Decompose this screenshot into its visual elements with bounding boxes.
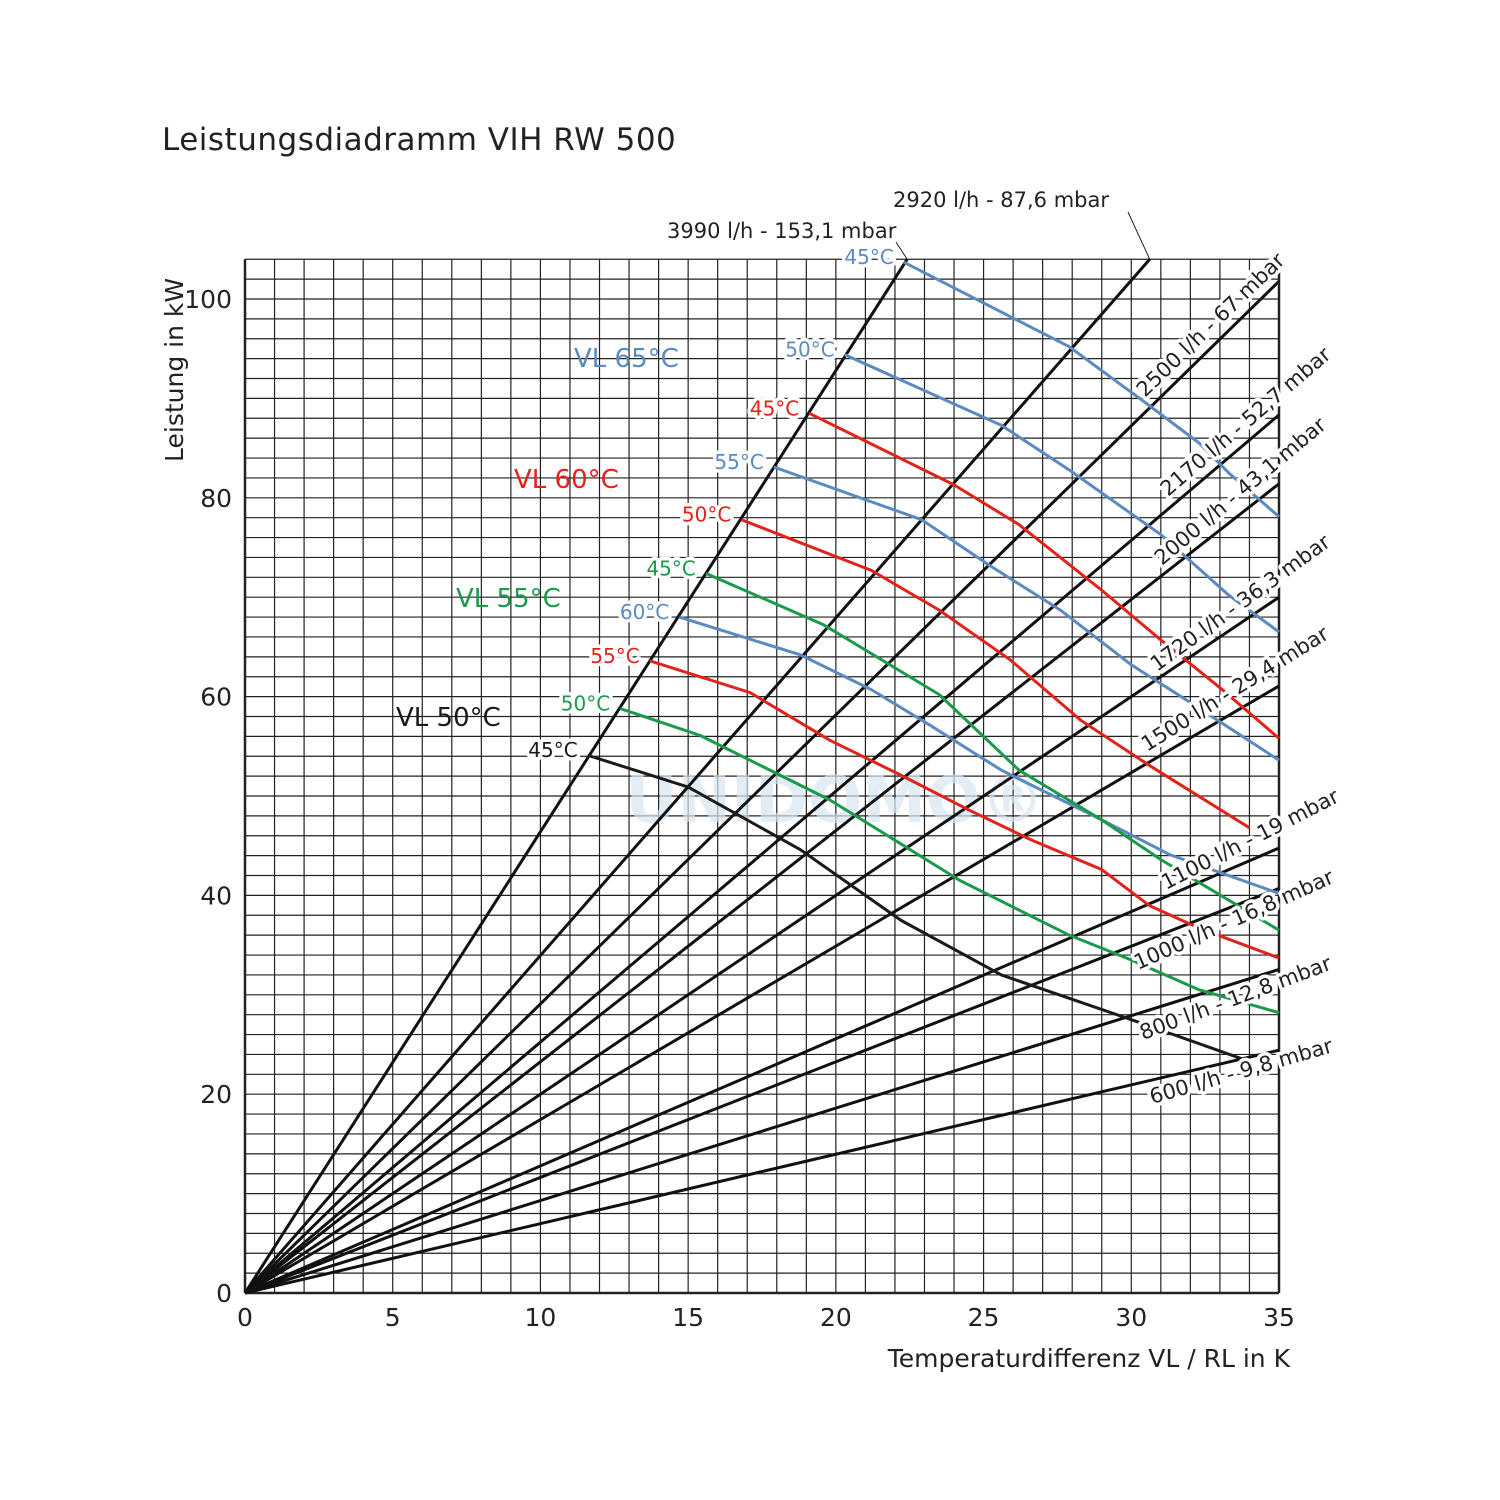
flow-line-label: 2920 l/h - 87,6 mbar	[893, 188, 1109, 212]
power-curve	[678, 615, 1280, 895]
power-curve	[740, 518, 1251, 830]
flow-line-label: 600 l/h - 9,8 mbar	[1147, 1033, 1336, 1108]
flow-line	[244, 1048, 1280, 1295]
x-tick-label: 35	[1263, 1303, 1295, 1332]
flow-line-label: 3990 l/h - 153,1 mbar	[667, 219, 897, 243]
power-curve	[808, 411, 1280, 740]
curve-label: 50°C	[561, 692, 610, 716]
chart-title: Leistungsdiadramm VIH RW 500	[162, 122, 677, 158]
curve-label: 45°C	[646, 556, 695, 580]
flow-line	[243, 258, 909, 1294]
y-axis-label: Leistung in kW	[160, 278, 189, 462]
leader-line	[1127, 211, 1151, 260]
x-tick-label: 25	[968, 1303, 1000, 1332]
curve-label: 50°C	[785, 338, 834, 362]
curve-label: 45°C	[750, 396, 799, 420]
x-tick-label: 20	[820, 1303, 852, 1332]
power-curve	[773, 465, 1280, 762]
watermark-logo: UNIDOMO®	[626, 764, 1045, 838]
y-tick-label: 40	[200, 881, 232, 910]
flow-line	[244, 846, 1280, 1295]
group-label: VL 65°C	[574, 344, 679, 374]
flow-line	[243, 258, 1151, 1294]
power-curve	[619, 707, 1280, 1015]
x-tick-label: 15	[672, 1303, 704, 1332]
y-tick-label: 20	[200, 1080, 232, 1109]
flow-line-label: 800 l/h - 12,8 mbar	[1136, 951, 1335, 1045]
flow-line	[243, 280, 1281, 1295]
y-tick-label: 60	[200, 683, 232, 712]
leader-line	[895, 241, 908, 260]
x-tick-label: 30	[1115, 1303, 1147, 1332]
flow-line	[244, 413, 1280, 1295]
power-curve	[844, 353, 1280, 634]
curve-label: 50°C	[682, 503, 731, 527]
flow-line	[244, 968, 1280, 1295]
curve-label: 60°C	[620, 600, 669, 624]
x-axis-label: Temperaturdifferenz VL / RL in K	[887, 1344, 1291, 1373]
y-tick-label: 80	[200, 484, 232, 513]
x-tick-label: 0	[237, 1303, 253, 1332]
curve-label: 45°C	[844, 245, 893, 269]
y-tick-label: 100	[184, 285, 232, 314]
flow-lines	[243, 258, 1281, 1295]
x-tick-label: 10	[525, 1303, 557, 1332]
power-curve	[903, 260, 1280, 518]
power-curves	[587, 260, 1280, 1062]
curve-label: 55°C	[590, 644, 639, 668]
group-label: VL 50°C	[396, 703, 501, 733]
group-label: VL 55°C	[456, 584, 561, 614]
curve-label: 45°C	[528, 738, 577, 762]
flow-line	[244, 684, 1280, 1295]
curve-label: 55°C	[714, 450, 763, 474]
group-label: VL 60°C	[514, 465, 619, 495]
power-curve	[649, 659, 1280, 960]
y-tick-label: 0	[216, 1279, 232, 1308]
flow-line	[244, 886, 1280, 1295]
x-tick-label: 5	[385, 1303, 401, 1332]
flow-line	[244, 595, 1280, 1295]
power-curve	[587, 753, 1248, 1062]
power-curve	[705, 571, 1280, 932]
flow-line	[244, 482, 1280, 1295]
axis-ticks: 0 5 10 15 20 25 30 35 0 20 40 60 80 100	[184, 285, 1295, 1332]
